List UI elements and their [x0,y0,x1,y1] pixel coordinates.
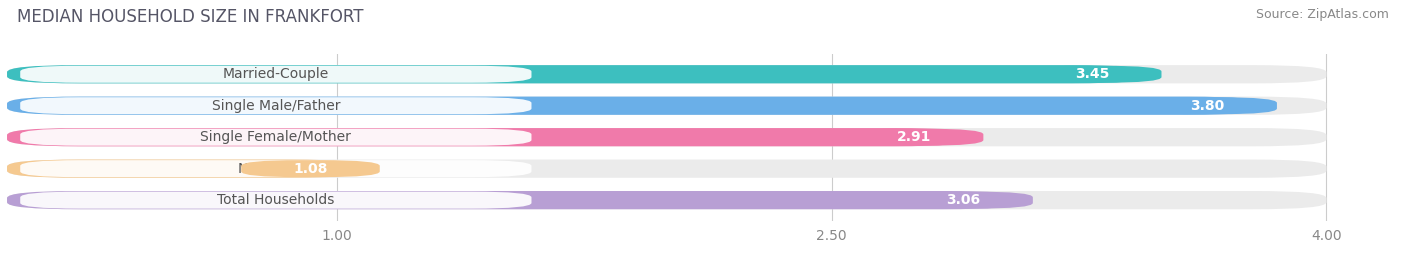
FancyBboxPatch shape [845,129,983,146]
Text: 2.91: 2.91 [897,130,931,144]
FancyBboxPatch shape [20,129,531,146]
Text: 1.08: 1.08 [294,162,328,176]
Text: Non-family: Non-family [238,162,314,176]
FancyBboxPatch shape [7,128,967,146]
Text: Married-Couple: Married-Couple [222,67,329,81]
Text: 3.06: 3.06 [946,193,980,207]
Text: Total Households: Total Households [217,193,335,207]
FancyBboxPatch shape [7,65,1144,83]
FancyBboxPatch shape [20,97,531,114]
FancyBboxPatch shape [20,192,531,209]
Text: 3.80: 3.80 [1191,99,1225,113]
FancyBboxPatch shape [894,192,1033,209]
FancyBboxPatch shape [7,97,1260,115]
FancyBboxPatch shape [1024,66,1161,83]
Text: Single Female/Mother: Single Female/Mother [201,130,352,144]
FancyBboxPatch shape [7,128,1326,146]
FancyBboxPatch shape [7,191,1326,209]
FancyBboxPatch shape [7,191,1017,209]
FancyBboxPatch shape [242,160,380,177]
Text: Source: ZipAtlas.com: Source: ZipAtlas.com [1256,8,1389,21]
FancyBboxPatch shape [7,65,1326,83]
Text: 3.45: 3.45 [1076,67,1109,81]
FancyBboxPatch shape [20,66,531,83]
Text: Single Male/Father: Single Male/Father [211,99,340,113]
FancyBboxPatch shape [20,160,531,177]
Text: MEDIAN HOUSEHOLD SIZE IN FRANKFORT: MEDIAN HOUSEHOLD SIZE IN FRANKFORT [17,8,363,26]
FancyBboxPatch shape [7,160,1326,178]
FancyBboxPatch shape [1139,97,1277,114]
FancyBboxPatch shape [7,160,363,178]
FancyBboxPatch shape [7,97,1326,115]
